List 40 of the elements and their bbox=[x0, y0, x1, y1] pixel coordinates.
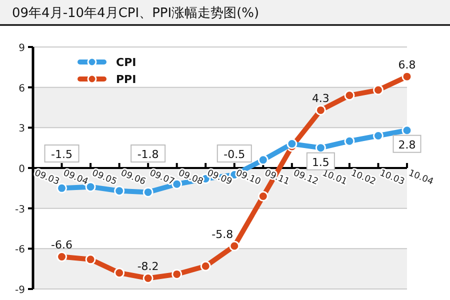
point bbox=[286, 138, 298, 150]
point bbox=[315, 142, 326, 154]
x-tick-label: 09.06 bbox=[119, 168, 148, 188]
x-tick-label: 09.10 bbox=[234, 168, 262, 188]
y-tick-label: -6 bbox=[15, 244, 25, 256]
y-tick-label: -9 bbox=[15, 285, 25, 296]
legend-label: PPI bbox=[116, 73, 136, 86]
chart-title: 09年4月-10年4月CPI、PPI涨幅走势图(%) bbox=[12, 6, 260, 21]
data-label: -0.5 bbox=[224, 148, 246, 161]
point bbox=[258, 190, 268, 202]
x-tick-label: 09.03 bbox=[32, 168, 61, 188]
point bbox=[229, 240, 240, 252]
data-label: 1.5 bbox=[312, 156, 330, 169]
point bbox=[402, 125, 412, 136]
x-tick-label: 09.12 bbox=[292, 168, 320, 188]
y-tick-label: 6 bbox=[18, 83, 25, 94]
y-tick-label: 3 bbox=[18, 124, 25, 135]
legend-label: CPI bbox=[116, 56, 136, 69]
x-tick-label: 10.04 bbox=[406, 168, 435, 188]
point bbox=[344, 136, 355, 146]
data-label: -1.8 bbox=[137, 148, 159, 161]
point bbox=[142, 186, 154, 198]
x-tick-label: 09.11 bbox=[263, 168, 291, 188]
point bbox=[114, 186, 125, 196]
point bbox=[56, 182, 68, 194]
x-tick-label: 10.03 bbox=[378, 168, 406, 188]
x-tick-label: 10.02 bbox=[349, 168, 377, 188]
y-tick-label: -3 bbox=[15, 204, 25, 216]
x-tick-label: 09.09 bbox=[205, 168, 234, 188]
x-tick-label: 09.07 bbox=[148, 168, 176, 188]
point bbox=[402, 71, 412, 82]
y-tick-label: 9 bbox=[18, 43, 25, 54]
y-tick-label: 0 bbox=[18, 164, 25, 175]
x-tick-label: 09.05 bbox=[90, 168, 118, 188]
data-label: 2.8 bbox=[398, 138, 416, 152]
x-tick-label: 10.01 bbox=[320, 168, 348, 188]
data-label: -1.5 bbox=[51, 148, 73, 161]
x-tick-label: 09.04 bbox=[62, 168, 90, 188]
point bbox=[258, 154, 268, 166]
x-tick-label: 09.08 bbox=[176, 168, 205, 188]
